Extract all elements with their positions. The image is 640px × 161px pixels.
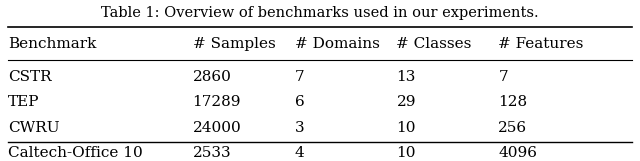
Text: Table 1: Overview of benchmarks used in our experiments.: Table 1: Overview of benchmarks used in … bbox=[101, 6, 539, 20]
Text: 4096: 4096 bbox=[499, 146, 538, 160]
Text: 17289: 17289 bbox=[193, 95, 241, 109]
Text: 3: 3 bbox=[294, 121, 304, 135]
Text: 24000: 24000 bbox=[193, 121, 241, 135]
Text: Benchmark: Benchmark bbox=[8, 37, 96, 51]
Text: Caltech-Office 10: Caltech-Office 10 bbox=[8, 146, 143, 160]
Text: CSTR: CSTR bbox=[8, 70, 51, 84]
Text: 256: 256 bbox=[499, 121, 527, 135]
Text: # Samples: # Samples bbox=[193, 37, 275, 51]
Text: # Domains: # Domains bbox=[294, 37, 380, 51]
Text: 13: 13 bbox=[396, 70, 416, 84]
Text: 29: 29 bbox=[396, 95, 416, 109]
Text: 2860: 2860 bbox=[193, 70, 232, 84]
Text: 7: 7 bbox=[499, 70, 508, 84]
Text: TEP: TEP bbox=[8, 95, 39, 109]
Text: 10: 10 bbox=[396, 146, 416, 160]
Text: 4: 4 bbox=[294, 146, 304, 160]
Text: 6: 6 bbox=[294, 95, 304, 109]
Text: 7: 7 bbox=[294, 70, 304, 84]
Text: # Features: # Features bbox=[499, 37, 584, 51]
Text: 128: 128 bbox=[499, 95, 527, 109]
Text: # Classes: # Classes bbox=[396, 37, 472, 51]
Text: CWRU: CWRU bbox=[8, 121, 60, 135]
Text: 10: 10 bbox=[396, 121, 416, 135]
Text: 2533: 2533 bbox=[193, 146, 231, 160]
